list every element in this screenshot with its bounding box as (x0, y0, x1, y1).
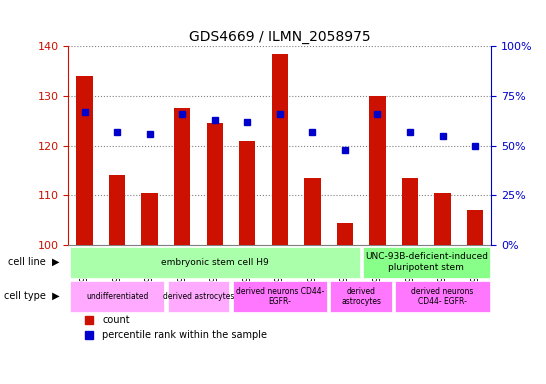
Bar (76, 76, 93, 245)
Bar (239, 141, 256, 245)
Text: cell line  ▶: cell line ▶ (8, 257, 60, 267)
Bar (402, 178, 418, 245)
FancyBboxPatch shape (70, 247, 360, 278)
FancyBboxPatch shape (330, 281, 392, 312)
Bar (369, 96, 385, 245)
Text: derived neurons
CD44- EGFR-: derived neurons CD44- EGFR- (411, 286, 474, 306)
Bar (337, 223, 353, 245)
Text: embryonic stem cell H9: embryonic stem cell H9 (161, 258, 269, 266)
FancyBboxPatch shape (168, 281, 229, 312)
FancyBboxPatch shape (395, 281, 490, 312)
Text: derived neurons CD44-
EGFR-: derived neurons CD44- EGFR- (236, 286, 324, 306)
Text: UNC-93B-deficient-induced
pluripotent stem: UNC-93B-deficient-induced pluripotent st… (365, 252, 488, 272)
Text: percentile rank within the sample: percentile rank within the sample (102, 329, 267, 340)
Bar (272, 53, 288, 245)
Bar (435, 193, 450, 245)
Text: undifferentiated: undifferentiated (86, 292, 149, 301)
Bar (109, 175, 125, 245)
Text: count: count (102, 315, 130, 325)
Bar (206, 123, 223, 245)
Text: derived astrocytes: derived astrocytes (163, 292, 234, 301)
Text: derived
astrocytes: derived astrocytes (341, 286, 381, 306)
FancyBboxPatch shape (233, 281, 327, 312)
Title: GDS4669 / ILMN_2058975: GDS4669 / ILMN_2058975 (189, 30, 371, 44)
FancyBboxPatch shape (363, 247, 490, 278)
Bar (467, 210, 483, 245)
FancyBboxPatch shape (70, 281, 164, 312)
Bar (141, 193, 158, 245)
Bar (174, 108, 191, 245)
Bar (304, 178, 321, 245)
Text: cell type  ▶: cell type ▶ (4, 291, 60, 301)
